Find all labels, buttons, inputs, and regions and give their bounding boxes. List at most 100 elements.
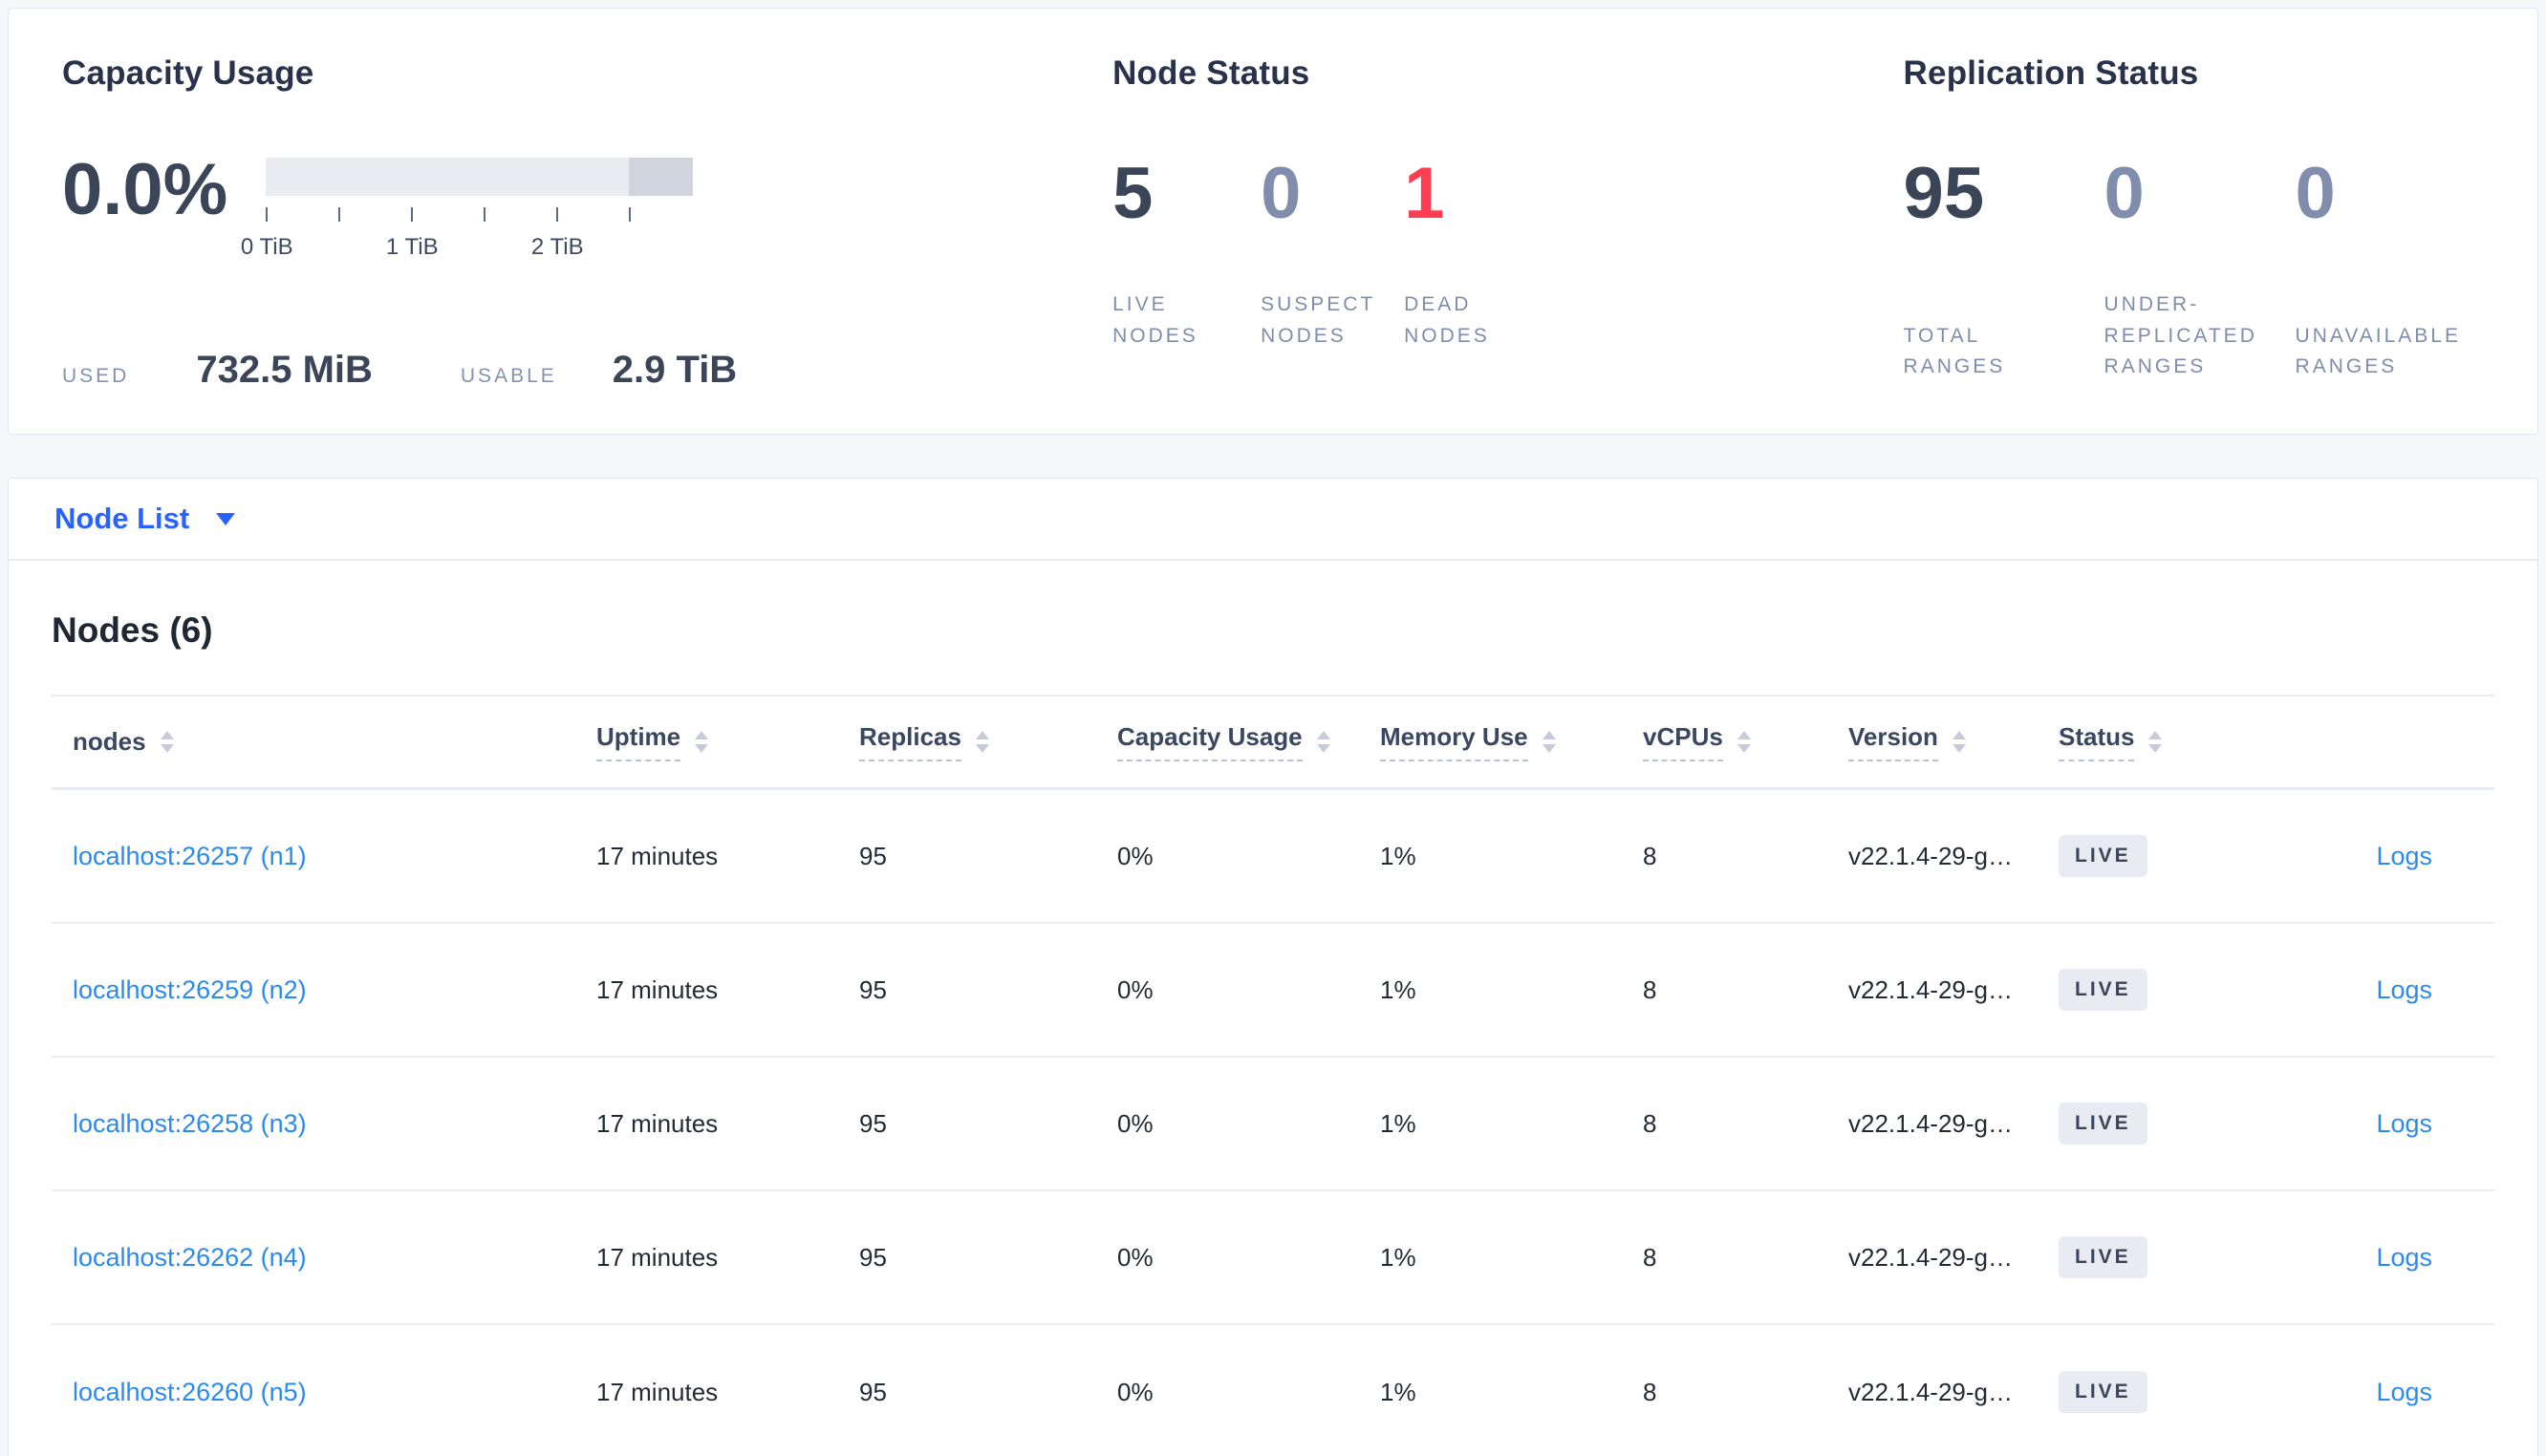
memory-use-cell: 1% <box>1380 1108 1416 1138</box>
col-header-memory-use[interactable]: Memory Use <box>1380 722 1643 761</box>
memory-use-cell: 1% <box>1380 1377 1416 1406</box>
cluster-summary-panel: Capacity Usage 0.0% 0 TiB 1 TiB 2 TiB <box>8 8 2538 435</box>
node-cell: localhost:26257 (n1) <box>52 842 596 871</box>
dead-nodes-count: 1 <box>1404 153 1445 234</box>
version-cell: v22.1.4-29-g… <box>1848 1108 2013 1138</box>
axis-tick <box>484 207 486 222</box>
total-ranges-count: 95 <box>1903 153 1985 234</box>
logs-cell: Logs <box>2293 842 2494 871</box>
sort-icon <box>2148 731 2163 753</box>
sort-icon <box>1316 731 1330 753</box>
node-link[interactable]: localhost:26260 (n5) <box>73 1377 307 1406</box>
uptime-cell: 17 minutes <box>596 841 719 870</box>
sort-icon <box>1542 731 1556 753</box>
col-header-capacity-usage[interactable]: Capacity Usage <box>1117 722 1380 761</box>
version-cell: v22.1.4-29-g… <box>1848 974 2013 1004</box>
status-cell: LIVE <box>2059 1236 2293 1278</box>
usable-label: USABLE <box>460 365 557 387</box>
logs-cell: Logs <box>2293 1378 2494 1407</box>
status-badge: LIVE <box>2059 969 2147 1011</box>
replicas-cell: 95 <box>859 1242 887 1272</box>
capacity-bar-other-segment <box>629 158 694 196</box>
table-header-row: nodes Uptime Replicas Capacity Usage Mem… <box>52 695 2494 790</box>
replicas-cell: 95 <box>859 1108 887 1138</box>
node-list-dropdown[interactable]: Node List <box>54 502 190 535</box>
status-cell: LIVE <box>2059 1103 2293 1145</box>
nodes-table-section: Nodes (6) nodes Uptime Replicas Capacity… <box>9 610 2537 1456</box>
suspect-nodes-label: SUSPECT NODES <box>1261 293 1375 347</box>
sort-icon <box>160 731 174 753</box>
logs-cell: Logs <box>2293 975 2494 1005</box>
live-nodes-label: LIVE NODES <box>1112 293 1198 347</box>
logs-link[interactable]: Logs <box>2376 1108 2432 1138</box>
vcpus-cell: 8 <box>1643 1108 1657 1138</box>
sort-icon <box>1952 731 1966 753</box>
vcpus-cell: 8 <box>1643 1242 1657 1272</box>
status-cell: LIVE <box>2059 969 2293 1011</box>
capacity-bar <box>266 158 694 196</box>
status-badge: LIVE <box>2059 1103 2147 1145</box>
sort-icon <box>695 731 709 753</box>
node-link[interactable]: localhost:26259 (n2) <box>73 974 307 1004</box>
replicas-cell: 95 <box>859 1377 887 1406</box>
capacity-usage-cell: 0% <box>1117 1377 1154 1406</box>
uptime-cell: 17 minutes <box>596 1242 719 1272</box>
logs-link[interactable]: Logs <box>2376 1377 2432 1406</box>
uptime-cell: 17 minutes <box>596 974 719 1004</box>
table-row: localhost:26262 (n4) 17 minutes 95 0% 1%… <box>52 1191 2494 1325</box>
under-replicated-ranges-count: 0 <box>2104 153 2145 234</box>
memory-use-cell: 1% <box>1380 841 1416 870</box>
status-cell: LIVE <box>2059 835 2293 877</box>
memory-use-cell: 1% <box>1380 974 1416 1004</box>
axis-tick <box>556 207 559 222</box>
col-header-replicas[interactable]: Replicas <box>859 722 1117 761</box>
col-header-nodes[interactable]: nodes <box>52 727 596 757</box>
unavailable-ranges-count: 0 <box>2295 153 2336 234</box>
node-status-section: Node Status 5 0 1 LIVE NODES SUSPECT NOD… <box>1112 54 1903 388</box>
capacity-usage-title: Capacity Usage <box>62 54 314 92</box>
logs-cell: Logs <box>2293 1243 2494 1273</box>
uptime-cell: 17 minutes <box>596 1108 719 1138</box>
axis-tick <box>629 207 632 222</box>
col-header-uptime[interactable]: Uptime <box>596 722 859 761</box>
col-header-vcpus[interactable]: vCPUs <box>1643 722 1848 761</box>
col-header-status[interactable]: Status <box>2059 722 2293 761</box>
sort-icon <box>975 731 989 753</box>
used-value: 732.5 MiB <box>196 349 373 391</box>
node-cell: localhost:26262 (n4) <box>52 1243 596 1273</box>
status-badge: LIVE <box>2059 1236 2147 1278</box>
status-badge: LIVE <box>2059 1371 2147 1413</box>
axis-tick-label: 1 TiB <box>385 234 439 260</box>
live-nodes-count: 5 <box>1112 153 1154 234</box>
node-link[interactable]: localhost:26258 (n3) <box>73 1108 307 1138</box>
memory-use-cell: 1% <box>1380 1242 1416 1272</box>
node-cell: localhost:26258 (n3) <box>52 1109 596 1139</box>
usable-value: 2.9 TiB <box>612 349 738 391</box>
logs-link[interactable]: Logs <box>2376 1242 2432 1272</box>
node-link[interactable]: localhost:26262 (n4) <box>73 1242 307 1272</box>
table-row: localhost:26258 (n3) 17 minutes 95 0% 1%… <box>52 1058 2494 1191</box>
status-badge: LIVE <box>2059 835 2147 877</box>
capacity-percent: 0.0% <box>62 149 228 230</box>
capacity-usage-cell: 0% <box>1117 841 1154 870</box>
view-selector-bar: Node List <box>9 479 2537 561</box>
nodes-heading: Nodes (6) <box>52 610 213 650</box>
replicas-cell: 95 <box>859 974 887 1004</box>
col-header-version[interactable]: Version <box>1848 722 2059 761</box>
uptime-cell: 17 minutes <box>596 1377 719 1406</box>
capacity-usage-cell: 0% <box>1117 1108 1154 1138</box>
replication-status-section: Replication Status 95 0 0 TOTAL RANGES U… <box>1904 54 2484 388</box>
replication-status-title: Replication Status <box>1903 54 2199 92</box>
logs-link[interactable]: Logs <box>2376 974 2432 1004</box>
capacity-axis: 0 TiB 1 TiB 2 TiB <box>241 207 693 265</box>
chevron-down-icon[interactable] <box>216 512 236 525</box>
axis-tick <box>411 207 414 222</box>
sort-icon <box>1737 731 1751 753</box>
vcpus-cell: 8 <box>1643 1377 1657 1406</box>
node-status-title: Node Status <box>1112 54 1310 92</box>
node-link[interactable]: localhost:26257 (n1) <box>73 841 307 870</box>
capacity-usage-cell: 0% <box>1117 974 1154 1004</box>
status-cell: LIVE <box>2059 1371 2293 1413</box>
table-row: localhost:26260 (n5) 17 minutes 95 0% 1%… <box>52 1325 2494 1456</box>
logs-link[interactable]: Logs <box>2376 841 2432 870</box>
